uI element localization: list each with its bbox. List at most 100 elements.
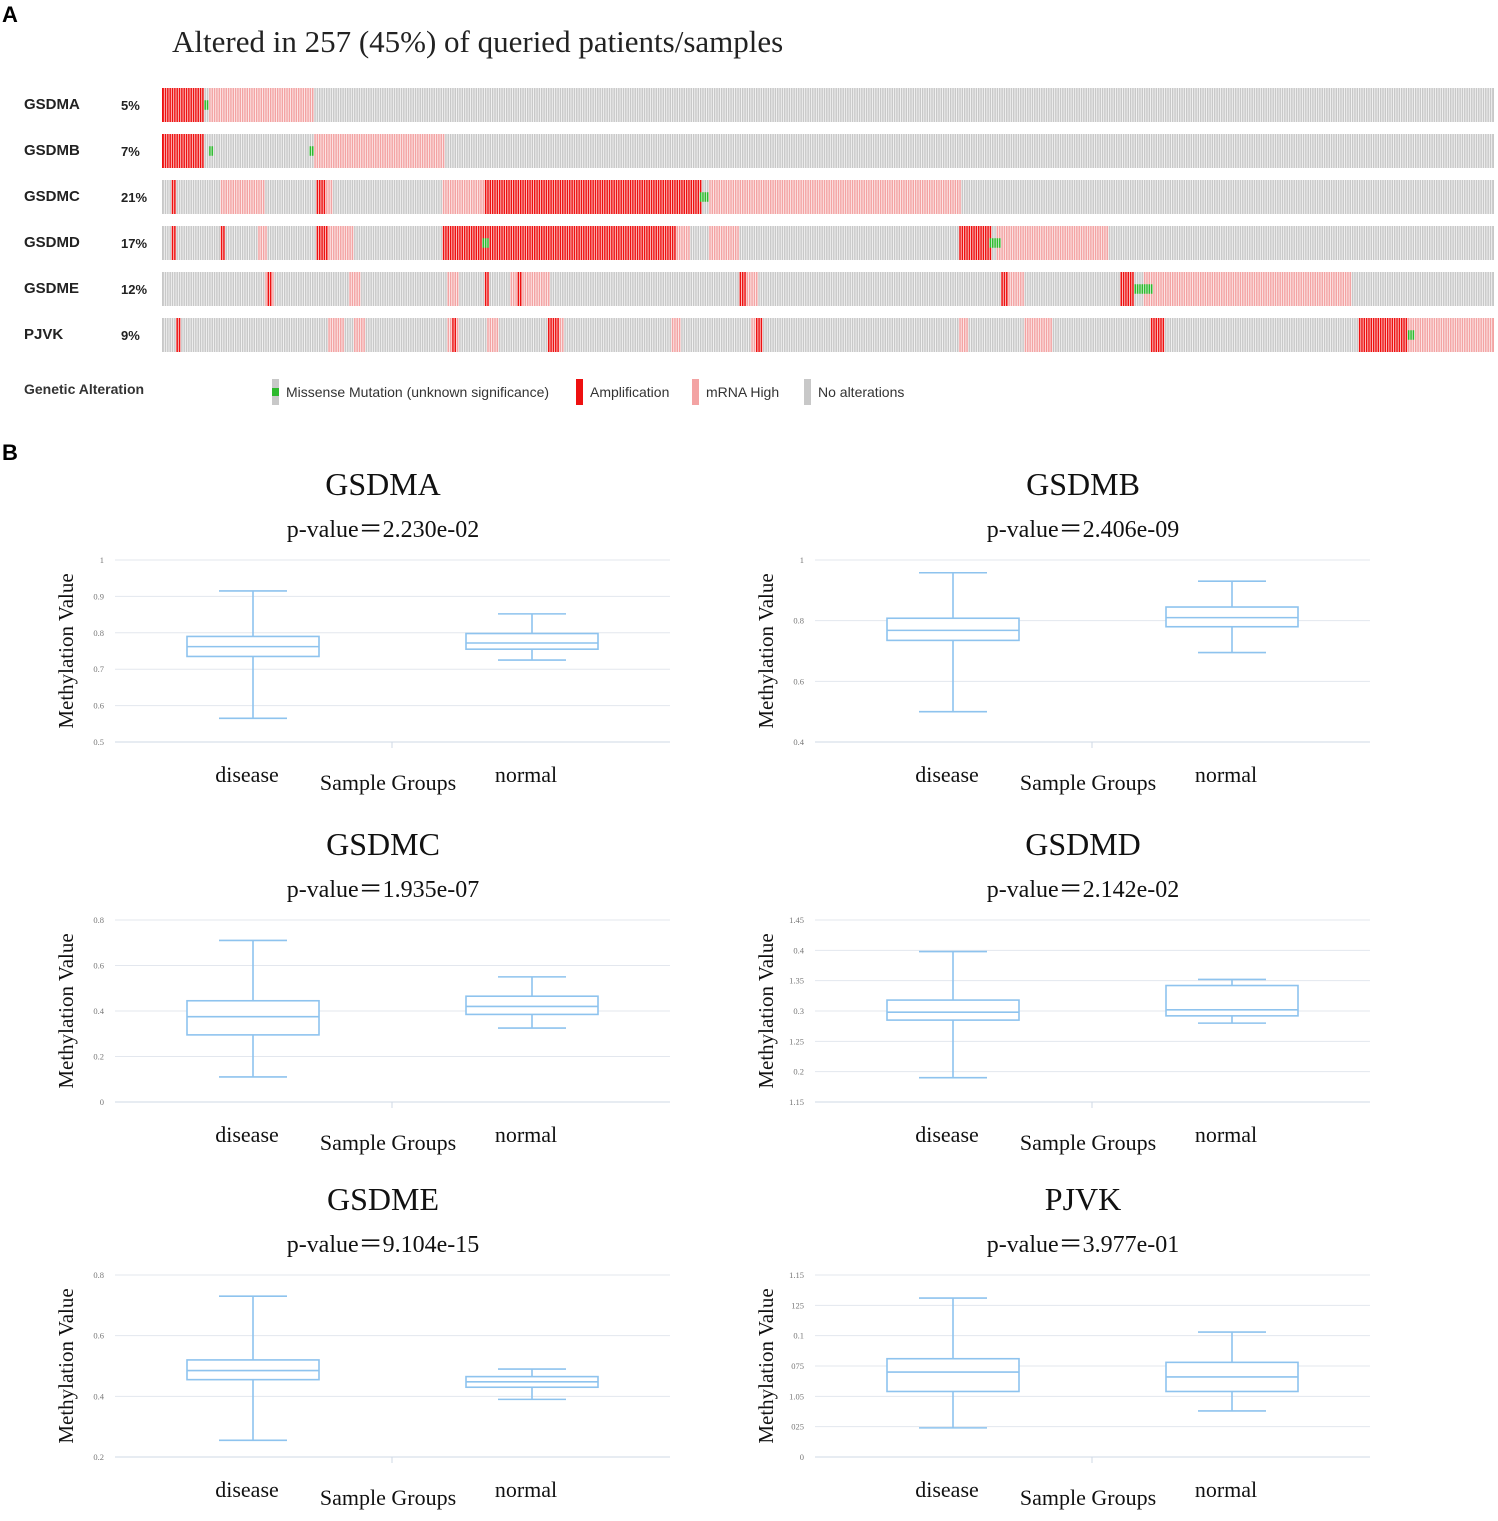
x-category-label-normal: normal — [1195, 762, 1257, 787]
mrna-high-segment — [486, 318, 499, 352]
y-tick-label: 1.45 — [789, 915, 804, 925]
legend-item-mrna-high: mRNA High — [692, 378, 779, 406]
box-disease — [886, 1297, 1020, 1429]
y-tick-label: 0.2 — [793, 1067, 804, 1077]
legend-item-missense: Missense Mutation (unknown significance) — [272, 378, 549, 406]
oncoprint-row-gsdmc — [162, 180, 1494, 214]
p-value-label: p-value＝2.142e-02 — [987, 877, 1180, 903]
legend-item-no-alterations: No alterations — [804, 378, 904, 406]
y-tick-label: 0.6 — [93, 961, 104, 971]
oncoprint-row-gsdma — [162, 88, 1494, 122]
gene-label-gsdma: GSDMA — [24, 96, 80, 113]
percent-label-gsdme: 12% — [121, 282, 148, 297]
x-category-label-normal: normal — [495, 1477, 557, 1502]
gene-label-gsdmd: GSDMD — [24, 234, 80, 251]
y-tick-label: 0.1 — [793, 1331, 804, 1341]
iqr-box — [465, 632, 599, 650]
percent-label-gsdma: 5% — [121, 98, 140, 113]
y-tick-label: 0.4 — [793, 737, 804, 747]
p-value-label: p-value＝1.935e-07 — [287, 877, 480, 903]
y-tick-label: 1.35 — [789, 976, 804, 986]
y-tick-label: 0 — [800, 1452, 804, 1462]
chart-title: GSDMB — [1026, 466, 1140, 502]
percent-label-gsdmb: 7% — [121, 144, 140, 159]
x-category-label-normal: normal — [1195, 1122, 1257, 1147]
box-normal — [465, 976, 599, 1029]
mrna-high-segment — [510, 272, 550, 306]
y-axis-label: Methylation Value — [754, 1288, 778, 1443]
y-tick-label: 0.8 — [93, 1270, 104, 1280]
sample-separators — [163, 180, 1493, 214]
y-axis-label: Methylation Value — [754, 573, 778, 728]
x-axis-label: Sample Groups — [1020, 1130, 1156, 1155]
mrna-high-segment — [348, 272, 361, 306]
y-tick-label: 0.6 — [93, 1331, 104, 1341]
boxplot-gsdmd: GSDMD p-value＝2.142e-02 Methylation Value 1… — [754, 826, 1370, 1155]
iqr-box — [1165, 984, 1299, 1017]
box-normal — [1165, 1331, 1299, 1412]
chart-title: GSDMD — [1025, 826, 1141, 862]
y-tick-label: 0.6 — [793, 676, 804, 686]
x-axis-label: Sample Groups — [320, 770, 456, 795]
legend-item-amplification: Amplification — [576, 378, 669, 406]
amplification-swatch-icon — [576, 379, 583, 405]
y-tick-label: 075 — [791, 1361, 804, 1371]
y-tick-label: 1 — [100, 555, 104, 565]
chart-title: PJVK — [1045, 1181, 1121, 1217]
iqr-box — [186, 999, 320, 1036]
iqr-box — [886, 999, 1020, 1021]
boxplot-gsdma: GSDMA p-value＝2.230e-02 Methylation Value 0… — [54, 466, 670, 795]
y-tick-label: 1.15 — [789, 1097, 804, 1107]
y-tick-label: 0.7 — [93, 664, 104, 674]
x-category-label-normal: normal — [1195, 1477, 1257, 1502]
legend-title: Genetic Alteration — [24, 381, 145, 397]
mrna-high-segment — [327, 318, 345, 352]
x-axis-label: Sample Groups — [320, 1485, 456, 1510]
amplification-segment — [547, 318, 560, 352]
y-tick-label: 0 — [100, 1097, 104, 1107]
p-value-label: p-value＝3.977e-01 — [987, 1232, 1180, 1258]
y-tick-label: 1.15 — [789, 1270, 804, 1280]
missense-swatch-icon — [272, 379, 279, 405]
legend-label-mrna-high: mRNA High — [706, 384, 780, 400]
no-alterations-swatch-icon — [804, 379, 811, 405]
oncoprint-row-pjvk — [162, 318, 1494, 352]
amplification-segment — [1000, 272, 1008, 306]
oncoprint-row-gsdme — [162, 272, 1494, 306]
y-tick-label: 0.4 — [793, 945, 804, 955]
gene-label-pjvk: PJVK — [24, 326, 64, 343]
y-tick-label: 1 — [800, 555, 804, 565]
y-tick-label: 0.2 — [93, 1452, 104, 1462]
sample-separators — [163, 226, 1493, 260]
box-disease — [886, 950, 1020, 1079]
y-tick-label: 1.25 — [789, 1036, 804, 1046]
x-axis-label: Sample Groups — [1020, 770, 1156, 795]
y-tick-label: 0.4 — [93, 1391, 104, 1401]
box-normal — [1165, 580, 1299, 654]
x-category-label-disease: disease — [915, 1477, 979, 1502]
mrna-high-segment — [353, 318, 366, 352]
y-axis-label: Methylation Value — [54, 1288, 78, 1443]
mrna-high-segment — [327, 226, 354, 260]
boxplot-gsdmb: GSDMB p-value＝2.406e-09 Methylation Value 0… — [754, 466, 1370, 795]
x-axis-label: Sample Groups — [320, 1130, 456, 1155]
y-tick-label: 0.2 — [93, 1052, 104, 1062]
sample-separators — [163, 88, 1493, 122]
iqr-box — [886, 1357, 1020, 1393]
oncoprint-title: Altered in 257 (45%) of queried patients… — [172, 24, 784, 59]
x-category-label-disease: disease — [215, 1122, 279, 1147]
y-axis-label: Methylation Value — [54, 573, 78, 728]
y-axis-label: Methylation Value — [754, 933, 778, 1088]
percent-label-gsdmd: 17% — [121, 236, 148, 251]
mrna-high-segment — [1003, 272, 1025, 306]
y-tick-label: 0.3 — [793, 1006, 804, 1016]
chart-title: GSDMA — [325, 466, 441, 502]
mrna-high-segment — [208, 88, 314, 122]
y-tick-label: 0.8 — [93, 628, 104, 638]
y-tick-label: 1.05 — [789, 1391, 804, 1401]
boxplot-gsdmc: GSDMC p-value＝1.935e-07 Methylation Value 0… — [54, 826, 670, 1155]
amplification-segment — [316, 226, 328, 260]
sample-separators — [163, 134, 1493, 168]
percent-label-gsdmc: 21% — [121, 190, 148, 205]
gene-label-gsdme: GSDME — [24, 280, 80, 297]
